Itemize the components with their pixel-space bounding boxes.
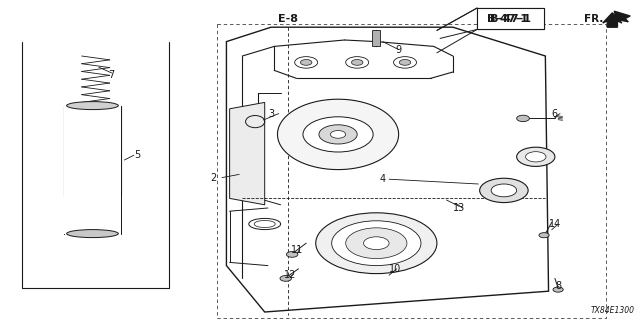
Circle shape: [286, 252, 298, 257]
Circle shape: [330, 131, 346, 138]
Text: 3: 3: [268, 108, 274, 119]
Polygon shape: [603, 13, 622, 27]
Bar: [477, 8, 544, 29]
Ellipse shape: [254, 220, 275, 228]
Text: 14: 14: [548, 219, 561, 229]
Circle shape: [539, 233, 549, 238]
Circle shape: [316, 213, 437, 274]
Text: 5: 5: [134, 150, 140, 160]
Text: 13: 13: [453, 203, 465, 213]
Circle shape: [300, 60, 312, 65]
Circle shape: [280, 276, 291, 281]
Text: 12: 12: [284, 270, 296, 280]
Circle shape: [319, 125, 357, 144]
Circle shape: [479, 178, 528, 203]
Text: FR.: FR.: [584, 14, 603, 24]
Text: B-47-1: B-47-1: [487, 13, 528, 24]
Bar: [217, 24, 606, 318]
Circle shape: [525, 152, 546, 162]
Circle shape: [346, 228, 407, 259]
Ellipse shape: [67, 102, 118, 109]
Text: 6: 6: [552, 108, 558, 119]
Polygon shape: [278, 99, 399, 170]
Text: 8: 8: [555, 281, 561, 292]
Circle shape: [351, 60, 363, 65]
Circle shape: [364, 237, 389, 250]
Text: 7: 7: [109, 70, 115, 80]
Circle shape: [553, 287, 563, 292]
Bar: [477, 8, 544, 29]
Bar: [372, 30, 380, 46]
Circle shape: [294, 57, 317, 68]
Text: E-8: E-8: [278, 13, 298, 24]
Text: TX84E1300: TX84E1300: [590, 306, 634, 315]
Polygon shape: [612, 11, 630, 22]
Text: 9: 9: [396, 44, 402, 55]
Polygon shape: [230, 102, 265, 205]
Circle shape: [516, 115, 529, 122]
Circle shape: [346, 57, 369, 68]
Circle shape: [332, 221, 421, 266]
Text: 4: 4: [380, 174, 386, 184]
Text: 10: 10: [389, 264, 401, 274]
Text: 2: 2: [211, 172, 217, 183]
Polygon shape: [227, 27, 548, 312]
Circle shape: [303, 117, 373, 152]
Circle shape: [516, 147, 555, 166]
Bar: [64, 106, 121, 234]
Text: B-47-1: B-47-1: [490, 13, 531, 24]
Circle shape: [394, 57, 417, 68]
Text: 11: 11: [291, 244, 303, 255]
Ellipse shape: [67, 230, 118, 237]
Circle shape: [491, 184, 516, 197]
Circle shape: [399, 60, 411, 65]
